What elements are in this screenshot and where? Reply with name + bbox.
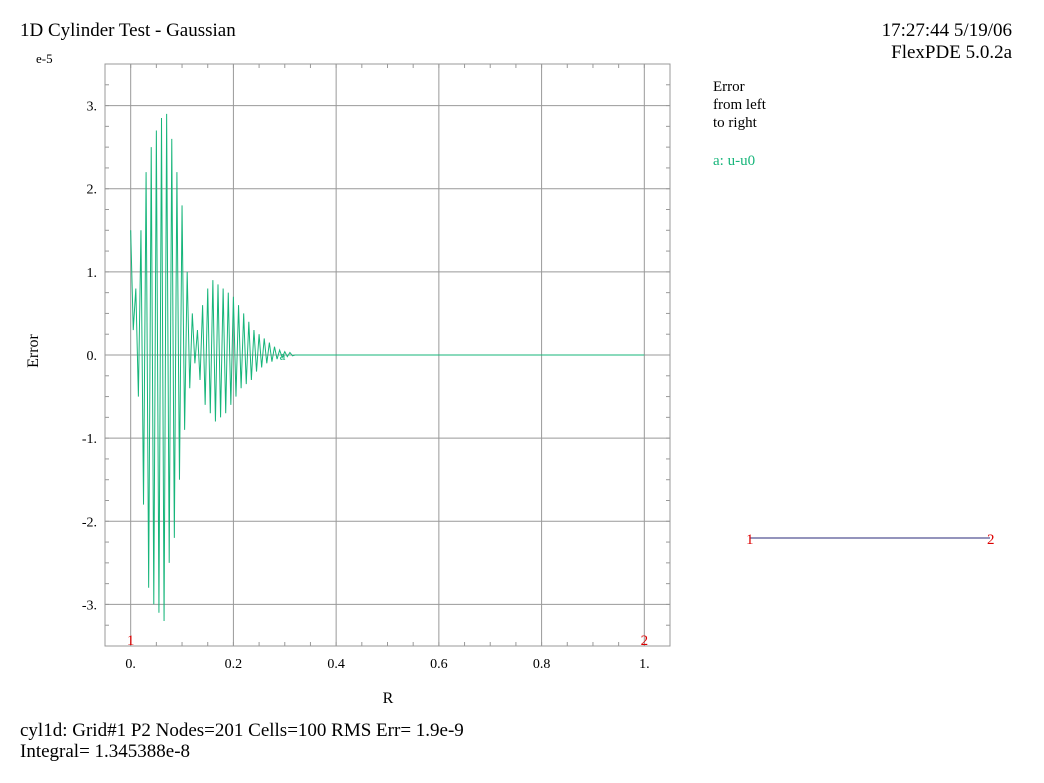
x-tick-label: 0.6 [430, 657, 448, 672]
version-label: FlexPDE 5.0.2a [891, 42, 1012, 63]
legend-series-label: a: u-u0 [713, 153, 756, 169]
plot-frame [104, 63, 671, 647]
y-axis-label: Error [25, 333, 42, 367]
endpoint-marker-2: 2 [641, 633, 649, 649]
y-tick-label: 2. [87, 183, 98, 198]
legend-title-line: from left [713, 97, 766, 113]
legend-title: Error from left to right [713, 78, 766, 132]
y-tick-label: 1. [87, 266, 98, 281]
x-tick-label: 0.4 [327, 657, 345, 672]
y-tick-label: -1. [82, 432, 97, 447]
path-diagram: 1 2 [746, 532, 995, 548]
timestamp: 17:27:44 5/19/06 [881, 20, 1012, 41]
path-end-label: 2 [987, 532, 995, 548]
series-layer: a [130, 113, 645, 622]
series-line-a [130, 113, 645, 622]
y-exponent-label: e-5 [36, 51, 53, 66]
footer-grid-info: cyl1d: Grid#1 P2 Nodes=201 Cells=100 RMS… [20, 720, 464, 741]
y-tick-label: -2. [82, 515, 97, 530]
legend-title-line: Error [713, 79, 745, 95]
x-tick-label: 0.8 [533, 657, 551, 672]
footer-integral: Integral= 1.345388e-8 [20, 741, 191, 762]
chart-title: 1D Cylinder Test - Gaussian [20, 20, 236, 41]
series-label-a: a [280, 348, 286, 363]
x-tick-label: 0.2 [225, 657, 243, 672]
y-tick-label: 3. [87, 100, 98, 115]
path-start-label: 1 [746, 532, 754, 548]
y-tick-label: -3. [82, 598, 97, 613]
tick-labels: 0. 0.2 0.4 0.6 0.8 1. 3. 2. 1. 0. -1. -2. -3. [82, 100, 650, 672]
x-tick-label: 0. [125, 657, 136, 672]
endpoint-marker-1: 1 [127, 633, 135, 649]
y-tick-label: 0. [87, 349, 98, 364]
x-axis-label: R [383, 690, 394, 707]
x-tick-label: 1. [639, 657, 650, 672]
legend-title-line: to right [713, 115, 757, 131]
